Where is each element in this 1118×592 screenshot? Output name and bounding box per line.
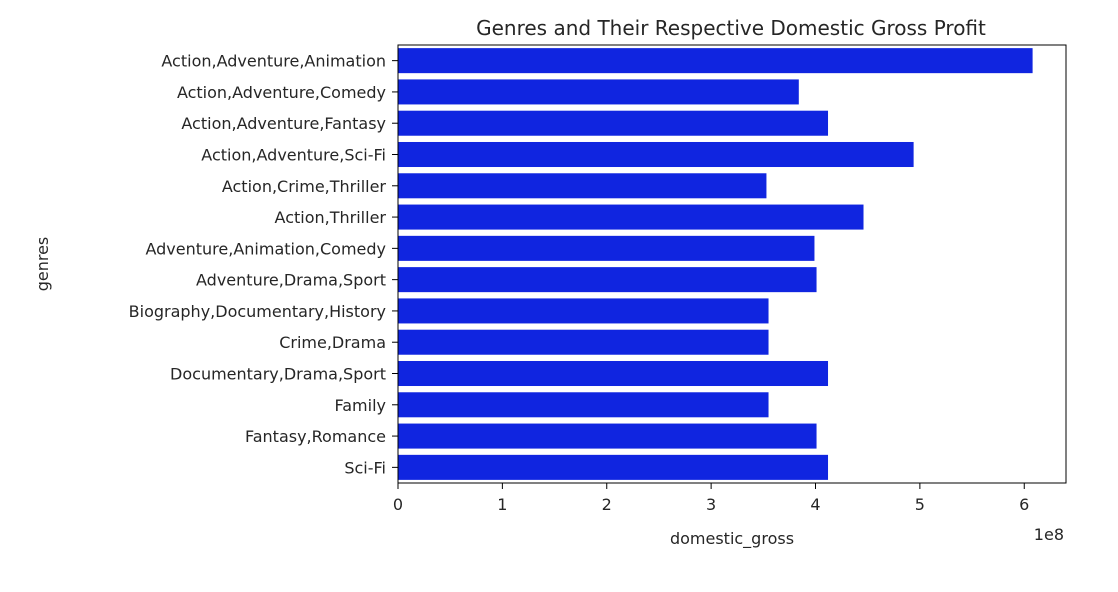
y-tick-label: Action,Crime,Thriller: [222, 177, 387, 196]
y-tick-label: Action,Adventure,Comedy: [177, 83, 386, 102]
bar: [398, 423, 817, 449]
x-tick-label: 6: [1019, 495, 1029, 514]
x-tick-label: 3: [706, 495, 716, 514]
plot-frame: [397, 44, 1067, 484]
y-tick-label: Action,Adventure,Animation: [161, 52, 386, 71]
y-tick-label: Crime,Drama: [279, 333, 386, 352]
y-tick-label: Fantasy,Romance: [245, 427, 386, 446]
x-tick-label: 4: [810, 495, 820, 514]
y-tick-label: Adventure,Animation,Comedy: [145, 239, 386, 258]
bar: [398, 392, 769, 418]
bar: [398, 204, 864, 230]
bar: [398, 173, 767, 199]
bars: [398, 48, 1033, 480]
bar: [398, 454, 829, 480]
y-axis-label: genres: [33, 237, 52, 292]
bar: [398, 360, 829, 387]
x-axis-ticks: 0 1 2 3 4 5 6: [393, 483, 1029, 514]
x-tick-label: 0: [393, 495, 403, 514]
y-tick-label: Documentary,Drama,Sport: [170, 365, 386, 384]
x-axis-offset-text: 1e8: [1034, 525, 1064, 544]
y-tick-label: Sci-Fi: [344, 458, 386, 477]
bar: [398, 141, 914, 168]
bar: [398, 79, 799, 105]
bar: [398, 235, 815, 261]
bar: [398, 110, 829, 136]
y-axis-ticks: Action,Adventure,Animation Action,Adventu…: [129, 52, 398, 477]
y-tick-label: Adventure,Drama,Sport: [196, 271, 386, 290]
y-tick-label: Family: [335, 396, 386, 415]
bar: [398, 48, 1033, 74]
x-axis-label: domestic_gross: [670, 529, 794, 549]
bar: [398, 329, 769, 355]
y-tick-label: Action,Adventure,Sci-Fi: [201, 146, 386, 165]
y-tick-label: Biography,Documentary,History: [129, 302, 386, 321]
x-tick-label: 2: [602, 495, 612, 514]
y-tick-label: Action,Thriller: [275, 208, 387, 227]
y-tick-label: Action,Adventure,Fantasy: [181, 114, 386, 133]
bar: [398, 267, 817, 293]
x-tick-label: 5: [915, 495, 925, 514]
chart-title: Genres and Their Respective Domestic Gro…: [476, 16, 986, 40]
x-tick-label: 1: [497, 495, 507, 514]
bar: [398, 298, 769, 324]
